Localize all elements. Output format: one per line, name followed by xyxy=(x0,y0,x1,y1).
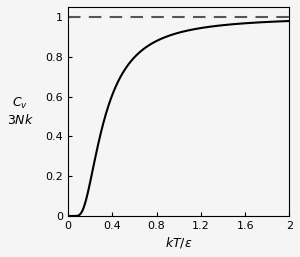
X-axis label: $kT/\epsilon$: $kT/\epsilon$ xyxy=(165,235,193,250)
Y-axis label: $C_v$
$3Nk$: $C_v$ $3Nk$ xyxy=(7,96,34,127)
